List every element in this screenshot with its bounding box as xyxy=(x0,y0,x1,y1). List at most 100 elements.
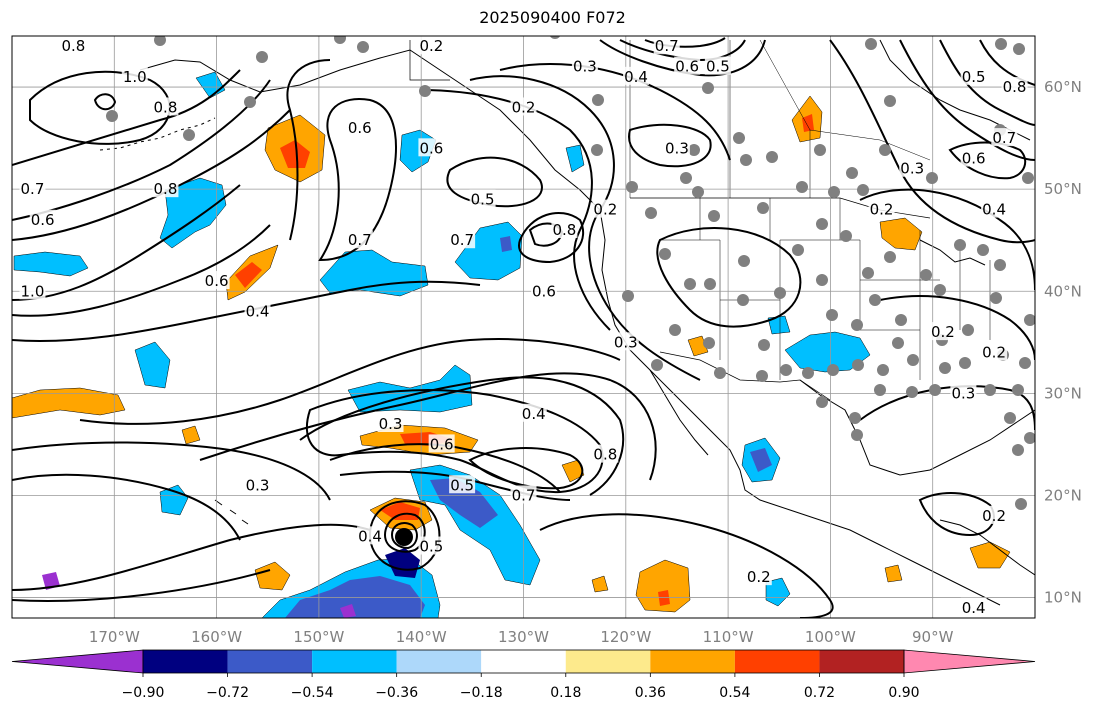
observation-dot xyxy=(419,85,431,97)
observation-dot xyxy=(802,367,814,379)
observation-dot xyxy=(756,370,768,382)
observation-dot xyxy=(774,287,786,299)
positive-anomaly-area xyxy=(884,564,903,583)
latitude-tick-labels: 10°N 20°N 30°N 40°N 50°N 60°N xyxy=(1044,78,1082,607)
observation-dot xyxy=(1013,43,1025,55)
contour-label: 0.6 xyxy=(31,211,55,229)
contour-label-bg xyxy=(469,189,496,208)
latitude-tick-label: 30°N xyxy=(1044,384,1082,402)
contour-label-bg xyxy=(960,66,987,85)
contour-label-bg xyxy=(899,158,926,177)
contour-line xyxy=(79,338,621,425)
longitude-tick-label: 100°W xyxy=(805,628,856,646)
contour-label-bg xyxy=(551,220,578,238)
contour-label: 0.7 xyxy=(655,37,679,55)
positive-anomaly-area xyxy=(969,541,1011,569)
observation-dot xyxy=(1012,444,1024,456)
observation-dot xyxy=(659,248,671,260)
contour-label: 0.8 xyxy=(552,221,576,239)
contour-line xyxy=(12,184,241,301)
contour-label-bg xyxy=(612,332,639,351)
latitude-tick-label: 50°N xyxy=(1044,180,1082,198)
contour-label: 0.6 xyxy=(430,435,454,453)
observation-dot xyxy=(929,384,941,396)
contour-label: 0.4 xyxy=(358,527,382,545)
contour-label: 0.3 xyxy=(573,58,597,76)
negative-anomaly-area xyxy=(134,341,171,389)
contour-label: 0.3 xyxy=(246,476,270,494)
longitude-tick-label: 160°W xyxy=(191,628,242,646)
strong-positive-anomaly-area xyxy=(658,590,670,606)
colorbar-level-label: 0.18 xyxy=(550,685,581,701)
contour-label: 0.3 xyxy=(951,384,975,402)
observation-dot xyxy=(884,95,896,107)
observation-dot xyxy=(669,324,681,336)
observation-dot xyxy=(622,290,634,302)
observation-dot xyxy=(826,309,838,321)
strong-negative-anomaly-area xyxy=(500,236,512,252)
observation-dot xyxy=(740,154,752,166)
contour-label-bg xyxy=(357,526,384,545)
contour-line xyxy=(12,69,241,166)
longitude-tick-label: 90°W xyxy=(912,628,954,646)
contour-label-bg xyxy=(1001,77,1028,96)
contour-label-bg xyxy=(674,56,701,75)
observation-dot xyxy=(766,151,778,163)
observation-dot xyxy=(877,364,889,376)
contour-label-bg xyxy=(592,199,619,218)
observation-dot xyxy=(857,184,869,196)
contour-label-bg xyxy=(653,36,680,55)
great-lakes xyxy=(919,239,986,266)
contour-label-bg xyxy=(868,199,895,218)
contour-label-bg xyxy=(510,485,537,504)
extreme-negative-anomaly-area xyxy=(340,604,356,618)
map-frame xyxy=(11,35,1036,619)
contour-line xyxy=(518,211,585,264)
observation-dot xyxy=(1012,384,1024,396)
contour-label: 0.4 xyxy=(624,68,648,86)
contour-label-bg xyxy=(346,117,373,136)
contour-line xyxy=(12,79,271,221)
contour-label: 0.8 xyxy=(61,37,85,55)
observation-dot xyxy=(959,357,971,369)
colorbar-level-label: −0.54 xyxy=(291,685,334,701)
observation-dot xyxy=(816,396,828,408)
contour-line xyxy=(12,109,291,241)
negative-anomaly-area xyxy=(13,251,89,277)
contour-line xyxy=(383,512,426,553)
colorbar-segment xyxy=(734,650,820,673)
contour-label-bg xyxy=(991,128,1018,147)
contour-line xyxy=(879,295,1035,361)
contour-label-bg xyxy=(346,230,373,249)
strong-negative-anomaly-area xyxy=(285,576,425,618)
observation-dot xyxy=(907,354,919,366)
observation-dot xyxy=(549,36,561,39)
contour-label: 1.0 xyxy=(21,282,45,300)
observation-dot xyxy=(816,274,828,286)
observation-dot xyxy=(183,129,195,141)
observation-dot xyxy=(738,255,750,267)
observation-dot xyxy=(737,294,749,306)
colorbar-level-label: 0.72 xyxy=(804,685,835,701)
observation-dot xyxy=(591,144,603,156)
contour-label: 0.6 xyxy=(675,58,699,76)
contour-line xyxy=(628,123,712,168)
contour-label: 0.6 xyxy=(962,150,986,168)
contour-label: 0.7 xyxy=(21,180,45,198)
contour-label: 0.4 xyxy=(962,599,986,617)
observation-dot xyxy=(852,359,864,371)
colorbar-segment xyxy=(143,650,228,673)
contour-label-bg xyxy=(704,56,731,75)
contour-labels: 0.8 1.0 0.8 0.2 0.7 0.6 0.5 0.4 0.3 0.2 0.6 0.6 0.3 0… xyxy=(19,36,1028,617)
contour-label: 0.4 xyxy=(982,201,1006,219)
storm-marker xyxy=(395,528,413,546)
colorbar-level-label: 0.54 xyxy=(719,685,750,701)
colorbar-level-label: −0.90 xyxy=(122,685,165,701)
observation-dot xyxy=(849,412,861,424)
observation-dot xyxy=(984,384,996,396)
contour-line xyxy=(12,523,371,591)
contour-label: 0.2 xyxy=(420,37,444,55)
strong-positive-anomaly-area xyxy=(280,140,310,168)
central-america-coast xyxy=(939,519,1035,576)
